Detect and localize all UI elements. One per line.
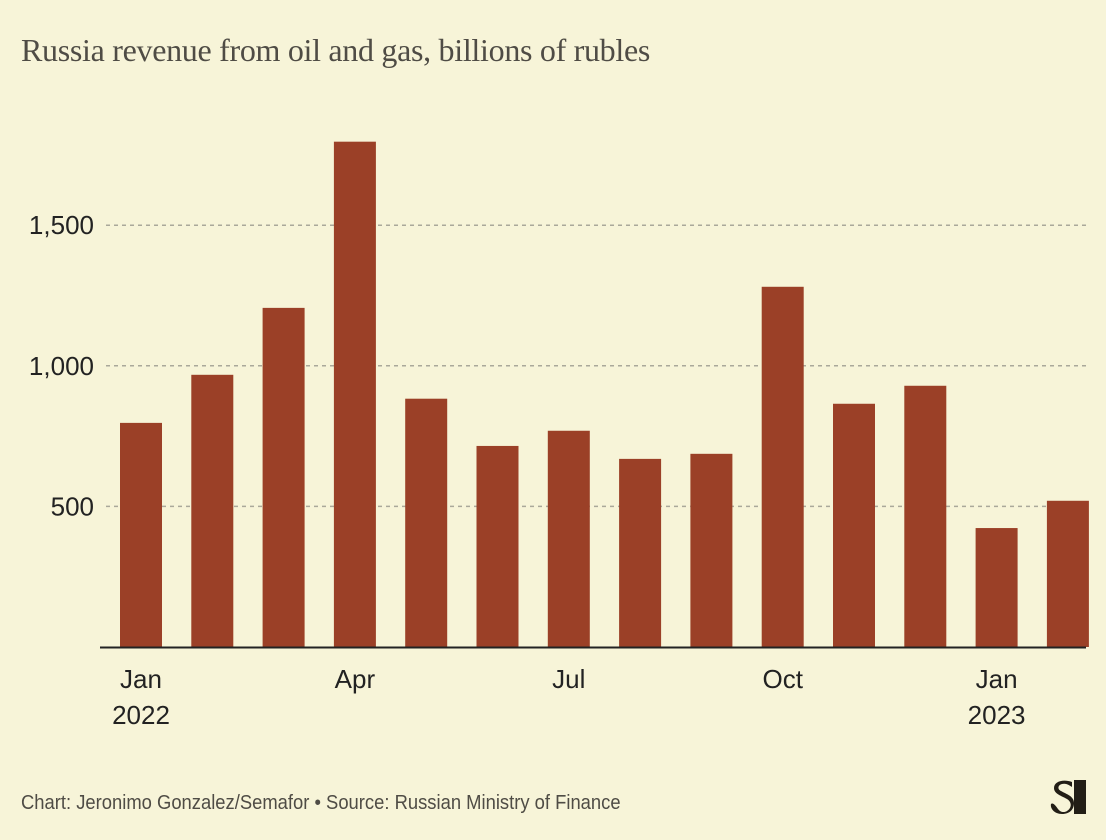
bar bbox=[476, 445, 519, 647]
bar bbox=[619, 458, 662, 647]
bar bbox=[262, 307, 305, 647]
bar bbox=[904, 385, 947, 647]
bar bbox=[1046, 500, 1089, 647]
x-tick-label: 2022 bbox=[112, 700, 170, 730]
bar bbox=[690, 453, 733, 647]
y-tick-label: 1,500 bbox=[29, 210, 94, 240]
bar bbox=[761, 286, 804, 647]
bar bbox=[547, 430, 590, 647]
y-axis-ticks: 500 1,000 1,500 bbox=[29, 210, 94, 521]
bar bbox=[833, 403, 875, 647]
y-tick-label: 500 bbox=[51, 491, 94, 521]
bar bbox=[975, 528, 1018, 647]
bar bbox=[333, 141, 376, 647]
x-tick-label: 2023 bbox=[968, 700, 1026, 730]
x-tick-label: Jan bbox=[120, 664, 162, 694]
bars bbox=[120, 141, 1089, 647]
chart-title: Russia revenue from oil and gas, billion… bbox=[21, 32, 651, 68]
x-tick-label: Jan bbox=[976, 664, 1018, 694]
source-credit: Chart: Jeronimo Gonzalez/Semafor • Sourc… bbox=[21, 792, 621, 814]
bar bbox=[120, 422, 162, 647]
bar bbox=[405, 398, 448, 647]
x-tick-label: Apr bbox=[335, 664, 376, 694]
bar-chart: 500 1,000 1,500 Jan 2022 Apr Jul Oct Jan 2023 bbox=[29, 141, 1089, 730]
x-axis-ticks: Jan 2022 Apr Jul Oct Jan 2023 bbox=[112, 664, 1025, 730]
bar bbox=[191, 374, 234, 647]
x-tick-label: Jul bbox=[552, 664, 585, 694]
semafor-logo-icon bbox=[1050, 780, 1086, 814]
x-tick-label: Oct bbox=[762, 664, 803, 694]
y-tick-label: 1,000 bbox=[29, 351, 94, 381]
